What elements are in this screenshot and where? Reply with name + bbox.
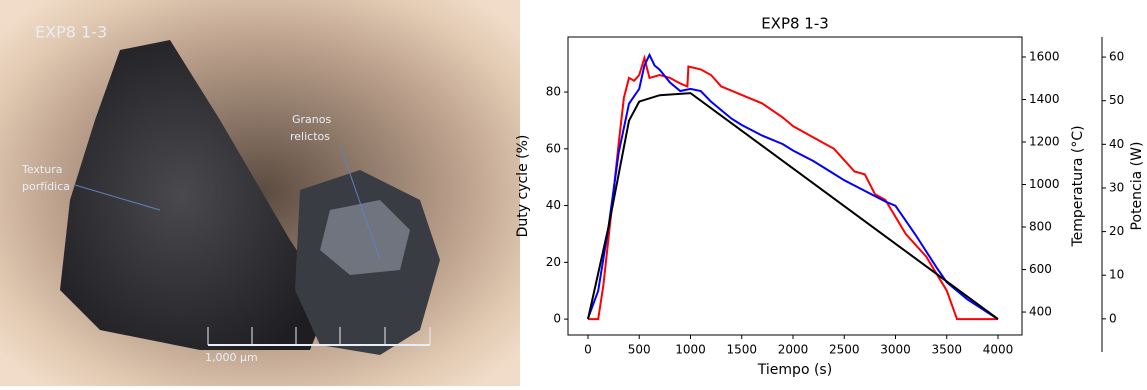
x-tick-label: 4000 [983, 343, 1014, 357]
pointer [339, 144, 381, 261]
y3-tick-label: 30 [1109, 180, 1124, 194]
scale-ticks [207, 327, 431, 345]
y3-tick-label: 50 [1109, 93, 1124, 107]
y-tick-label: 80 [546, 85, 561, 99]
x-tick-label: 1500 [726, 343, 757, 357]
y2-tick-label: 1000 [1029, 177, 1060, 191]
y3-tick-label: 0 [1109, 311, 1117, 325]
y2-tick-label: 400 [1029, 305, 1052, 319]
y3-axis-label: Potencia (W) [1129, 142, 1145, 231]
x-tick-label: 2000 [778, 343, 809, 357]
scale-label: 1,000 μm [205, 351, 258, 364]
annotation: Textura [21, 163, 62, 176]
series-line [587, 92, 999, 320]
y-tick-label: 0 [553, 312, 561, 326]
x-tick-label: 2500 [829, 343, 860, 357]
y-tick-label: 60 [546, 141, 561, 155]
series-line [588, 54, 998, 321]
y2-tick-label: 1200 [1029, 135, 1060, 149]
y3-tick-label: 60 [1109, 50, 1124, 64]
rock [60, 40, 330, 350]
series-line [587, 52, 999, 320]
x-tick-label: 1000 [675, 343, 706, 357]
y2-tick-label: 1600 [1029, 49, 1060, 63]
y2-axis-label: Temperatura (°C) [1070, 125, 1086, 247]
y2-tick-label: 800 [1029, 220, 1052, 234]
x-tick-label: 3500 [931, 343, 962, 357]
chart: EXP8 1-30 500 1000 1500 2000 2500 3000 3500 4000… [515, 15, 1145, 379]
y2-tick-label: 1400 [1029, 92, 1060, 106]
photo: EXP8 1-3 Textura porfídica Granos relict… [0, 0, 520, 386]
y3-tick-label: 40 [1109, 137, 1124, 151]
y3-tick-label: 10 [1109, 268, 1124, 282]
x-axis-label: Tiempo (s) [757, 362, 832, 378]
annotation: porfídica [22, 180, 70, 193]
y3-tick-label: 20 [1109, 224, 1124, 238]
annotation: Granos [292, 113, 331, 126]
y-tick-label: 40 [546, 198, 561, 212]
x-tick-label: 500 [628, 343, 651, 357]
x-tick-label: 3000 [880, 343, 911, 357]
photo-label: EXP8 1-3 [35, 23, 107, 42]
plot-frame [567, 36, 1023, 336]
pointer [74, 184, 161, 211]
y-tick-label: 20 [546, 255, 561, 269]
x-tick-label: 0 [584, 343, 592, 357]
y-axis-label: Duty cycle (%) [515, 135, 531, 238]
annotation: relictos [290, 130, 330, 143]
y2-tick-label: 600 [1029, 262, 1052, 276]
chart-title: EXP8 1-3 [761, 15, 829, 33]
rock-facet [320, 200, 410, 275]
